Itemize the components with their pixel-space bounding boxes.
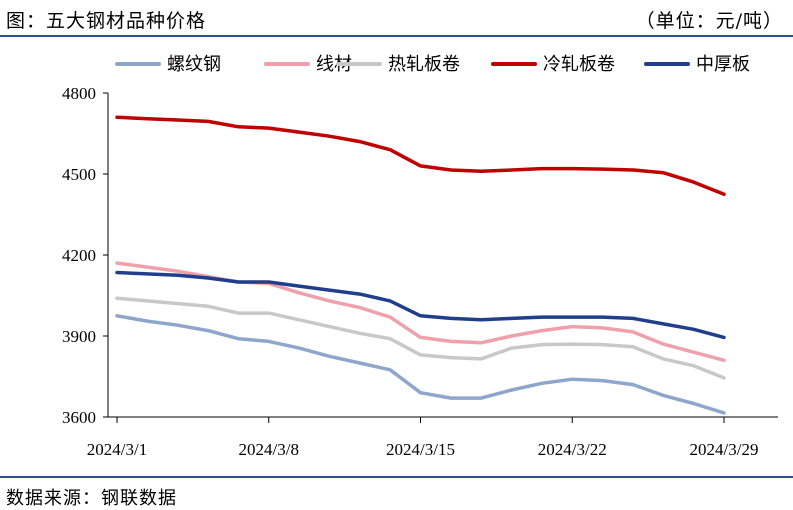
series-line-冷轧板卷 — [115, 115, 726, 197]
x-tick-label: 2024/3/29 — [690, 440, 759, 459]
axes: 3600 3900 4200 4500 4800 2024/3/1 2024/3/8 2024… — [62, 84, 778, 459]
source-note: 数据来源：钢联数据 — [6, 488, 177, 509]
x-tick-label: 2024/3/8 — [239, 440, 299, 459]
y-tick-label: 3600 — [62, 408, 96, 427]
x-tick-label: 2024/3/1 — [87, 440, 147, 459]
legend-label: 热轧板卷 — [388, 54, 460, 75]
y-tick-label: 4500 — [62, 165, 96, 184]
legend-label: 中厚板 — [696, 54, 750, 75]
chart-header: 图：五大钢材品种价格 （单位：元/吨） — [0, 0, 793, 36]
top-divider — [0, 35, 793, 37]
x-tick-label: 2024/3/15 — [386, 440, 455, 459]
legend: 螺纹钢 线材 热轧板卷 冷轧板卷 中厚板 — [115, 54, 750, 75]
y-tick-label: 4200 — [62, 246, 96, 265]
chart-title: 图：五大钢材品种价格 — [6, 10, 207, 32]
series-line-热轧板卷 — [115, 296, 726, 380]
series-line-中厚板 — [115, 270, 726, 340]
unit-label: （单位：元/吨） — [635, 10, 783, 32]
y-tick-label: 3900 — [62, 327, 96, 346]
bottom-divider — [0, 476, 793, 478]
series-line-螺纹钢 — [115, 314, 726, 415]
y-tick-label: 4800 — [62, 84, 96, 103]
legend-label: 冷轧板卷 — [543, 54, 615, 75]
legend-label: 螺纹钢 — [167, 54, 221, 75]
legend-label: 线材 — [316, 54, 352, 75]
line-chart: 3600 3900 4200 4500 4800 2024/3/1 2024/3/8 2024… — [62, 54, 778, 459]
series-lines — [115, 115, 726, 415]
x-tick-label: 2024/3/22 — [538, 440, 607, 459]
